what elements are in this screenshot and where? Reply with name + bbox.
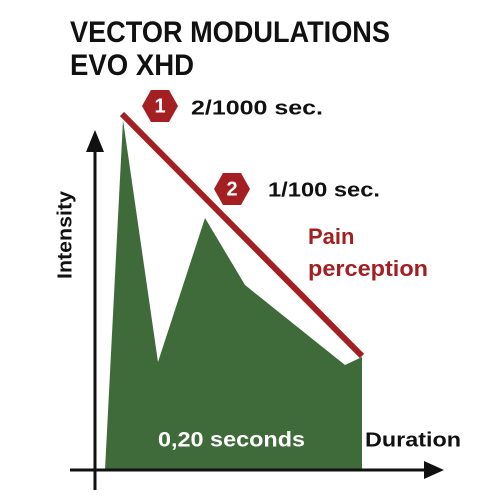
marker-number: 1 [154, 95, 165, 117]
y-axis-label: Intensity [54, 190, 76, 279]
intensity-area [105, 120, 362, 470]
title-line: EVO XHD [70, 49, 194, 82]
marker-label: 2/1000 sec. [191, 97, 323, 119]
marker-label: 1/100 sec. [268, 179, 380, 201]
area-label: 0,20 seconds [158, 429, 305, 452]
marker-hexagon [142, 90, 178, 122]
x-axis-label: Duration [365, 429, 461, 451]
marker-hexagon [214, 173, 250, 205]
pain-label: perception [308, 256, 428, 281]
y-axis-arrow [86, 130, 104, 152]
pain-label: Pain [308, 224, 354, 249]
pain-line [119, 111, 365, 359]
x-axis-arrow [424, 461, 444, 479]
title-line: VECTOR MODULATIONS [70, 16, 390, 49]
marker-number: 2 [226, 178, 237, 200]
